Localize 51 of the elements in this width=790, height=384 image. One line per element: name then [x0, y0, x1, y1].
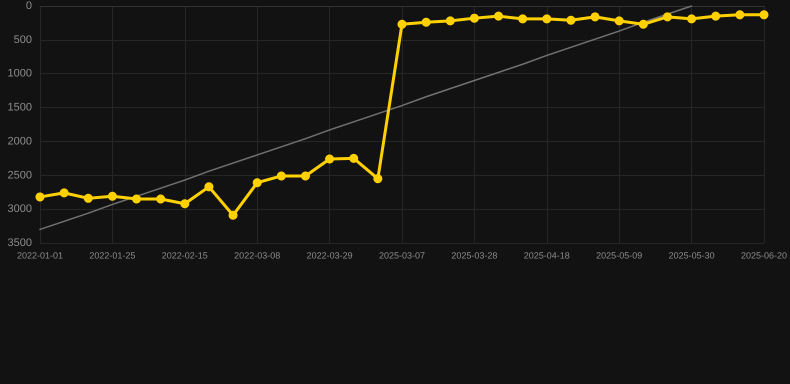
- point: [349, 154, 358, 163]
- y-tick-label: 3500: [8, 237, 32, 249]
- point: [662, 12, 672, 22]
- point: [156, 194, 166, 204]
- point: [735, 10, 744, 20]
- point: [84, 194, 93, 203]
- point: [542, 14, 552, 24]
- point: [60, 188, 69, 198]
- y-tick-label: 500: [14, 34, 32, 46]
- point: [204, 182, 214, 192]
- point: [518, 14, 528, 24]
- point: [300, 171, 310, 180]
- y-tick-label: 1500: [8, 102, 32, 114]
- x-tick-label: 2025-05-09: [596, 250, 642, 260]
- point: [614, 16, 624, 26]
- x-tick-label: 2025-03-07: [378, 250, 426, 260]
- x-tick-label: 2025-06-20: [740, 250, 788, 260]
- y-tick-label: 2500: [8, 169, 32, 182]
- x-tick-label: 2022-01-01: [16, 250, 64, 260]
- y-tick-label: 1000: [8, 68, 32, 80]
- point: [325, 154, 334, 164]
- x-tick-label: 2022-03-08: [234, 250, 280, 260]
- point: [252, 178, 262, 188]
- line-series: [39, 5, 692, 230]
- point: [36, 192, 44, 202]
- point: [566, 16, 576, 25]
- point: [446, 16, 455, 26]
- point: [590, 12, 600, 22]
- point: [180, 199, 190, 208]
- point: [373, 174, 382, 184]
- point: [711, 12, 720, 21]
- point: [276, 171, 286, 180]
- x-tick-label: 2025-03-28: [451, 250, 498, 260]
- x-tick-label: 2022-01-25: [89, 250, 136, 260]
- y-tick-label: 0: [26, 0, 32, 12]
- point: [638, 20, 648, 29]
- point: [132, 194, 142, 204]
- point: [759, 10, 768, 20]
- point: [687, 14, 696, 24]
- y-tick-label: 3000: [8, 203, 32, 216]
- point: [422, 18, 431, 27]
- point: [228, 210, 238, 220]
- x-tick-label: 2025-04-18: [524, 250, 570, 260]
- point: [398, 20, 406, 29]
- x-tick-label: 2025-05-30: [668, 250, 715, 260]
- x-tick-label: 2022-02-15: [162, 250, 208, 260]
- y-tick-label: 2000: [8, 135, 32, 148]
- point: [470, 14, 479, 23]
- point: [494, 12, 504, 21]
- point: [108, 192, 117, 201]
- x-tick-label: 2022-03-29: [306, 250, 353, 260]
